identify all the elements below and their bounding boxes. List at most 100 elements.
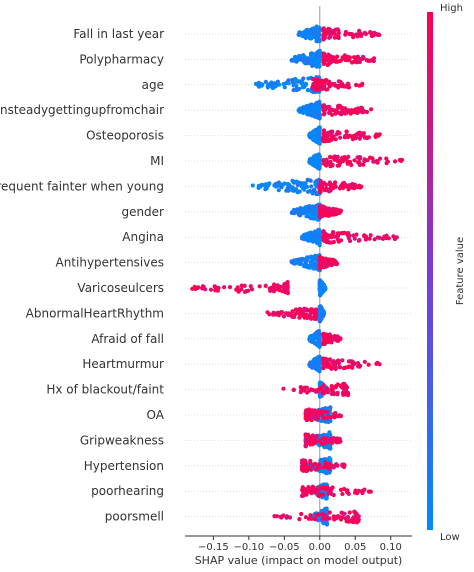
shap-dot [336, 34, 341, 39]
shap-dot [316, 126, 321, 131]
shap-dot [250, 183, 255, 188]
shap-dot [359, 33, 364, 39]
feature-dot-row [300, 482, 373, 501]
shap-dot [306, 485, 311, 490]
shap-dot [327, 27, 332, 32]
shap-dot [357, 162, 362, 167]
shap-dot [317, 116, 322, 121]
shap-dot [273, 184, 278, 189]
shap-dot [324, 514, 329, 519]
shap-dot [326, 234, 332, 240]
shap-dot [323, 506, 328, 512]
shap-dot [309, 416, 314, 421]
shap-dot [318, 210, 323, 215]
shap-dot [369, 33, 374, 39]
shap-dot [303, 468, 309, 473]
shap-dot [331, 336, 336, 341]
shap-dot [318, 263, 323, 268]
shap-dot [320, 258, 325, 263]
shap-dot [313, 315, 318, 320]
shap-dot [265, 310, 270, 315]
shap-dot [281, 314, 286, 319]
shap-dot [308, 442, 313, 447]
shap-dot [346, 154, 351, 159]
shap-dot [308, 36, 313, 41]
shap-dot [316, 159, 321, 164]
shap-dot [317, 214, 322, 220]
shap-dot [314, 85, 320, 90]
shap-dot [305, 235, 310, 241]
shap-dot [346, 519, 351, 524]
feature-label: Varicoseulcers [77, 281, 164, 295]
shap-dot [340, 358, 345, 363]
shap-dot [327, 510, 332, 515]
shap-dot [330, 162, 335, 167]
shap-dot [256, 80, 261, 85]
shap-dot [330, 31, 335, 36]
shap-dot [286, 312, 291, 318]
shap-dot [227, 285, 233, 290]
shap-dot [341, 511, 346, 516]
shap-dot [290, 188, 296, 193]
shap-dot [335, 129, 340, 135]
shap-dot [215, 288, 220, 293]
x-tick-label: −0.05 [269, 542, 300, 553]
shap-dot [321, 465, 326, 470]
shap-dot [377, 235, 382, 240]
shap-dot [257, 284, 262, 289]
shap-dot [342, 53, 347, 58]
shap-dot [351, 35, 356, 40]
shap-dot [352, 515, 357, 520]
shap-dot [319, 204, 324, 209]
shap-dot [297, 212, 302, 217]
shap-dot [310, 484, 315, 489]
shap-dot [374, 361, 379, 366]
shap-dot [309, 491, 314, 496]
shap-dots [190, 24, 405, 527]
shap-dot [337, 413, 342, 418]
shap-dot [330, 485, 335, 490]
shap-dot [286, 81, 291, 86]
shap-dot [354, 135, 359, 140]
shap-dot [322, 187, 327, 193]
shap-dot [321, 492, 326, 497]
shap-dot [323, 487, 328, 492]
shap-dot [366, 58, 371, 64]
feature-label: Osteoporosis [86, 129, 164, 143]
feature-dot-row [307, 329, 343, 349]
shap-dot [321, 233, 326, 238]
shap-dot [321, 432, 326, 437]
shap-dot [312, 341, 317, 346]
feature-dot-row [289, 253, 340, 273]
shap-dot [275, 283, 280, 288]
shap-dot [248, 284, 253, 289]
feature-dot-row [190, 278, 328, 298]
shap-dot [344, 129, 349, 134]
shap-dot [297, 189, 302, 194]
shap-dot [305, 464, 310, 470]
shap-dot [321, 132, 326, 137]
shap-dot [290, 185, 295, 190]
shap-dot [354, 232, 359, 237]
shap-dot [314, 433, 319, 439]
feature-label: Afraid of fall [91, 332, 164, 346]
shap-dot [322, 445, 327, 450]
shap-dot [309, 516, 314, 521]
feature-label: poorhearing [91, 484, 164, 498]
x-tick-label: 0.05 [344, 542, 366, 553]
shap-dot [316, 341, 321, 346]
shap-dot [322, 238, 327, 243]
shap-dot [269, 82, 274, 87]
shap-dot [312, 130, 317, 135]
shap-dot [338, 515, 343, 520]
shap-dot [317, 37, 322, 42]
colorbar-high-label: High [440, 3, 463, 14]
shap-dot [335, 231, 340, 236]
shap-dot [336, 30, 341, 36]
shap-dot [367, 236, 372, 241]
shap-dot [342, 381, 347, 387]
shap-dot [280, 284, 285, 289]
shap-dot [249, 287, 255, 292]
shap-dot [193, 285, 198, 290]
shap-dot [377, 362, 382, 367]
